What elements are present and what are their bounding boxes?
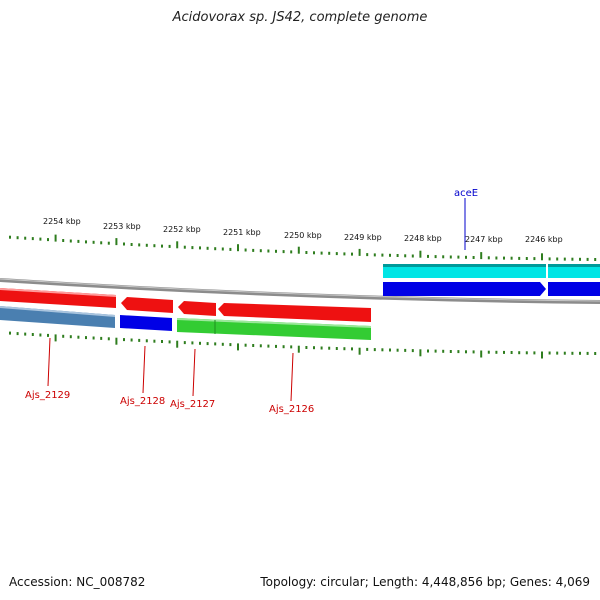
topology-label: Topology: xyxy=(260,575,317,589)
gene-Ajs_2126-feature[interactable] xyxy=(218,303,371,322)
length-label: Length: xyxy=(372,575,419,589)
genome-backbone-highlight xyxy=(0,278,600,302)
gene-Ajs_2129-leader xyxy=(47,337,51,387)
topology-value: circular xyxy=(320,575,365,589)
kbp-label: 2251 kbp xyxy=(223,228,261,237)
genome-stats: Topology: circular; Length: 4,448,856 bp… xyxy=(260,575,590,589)
accession-value: NC_008782 xyxy=(76,575,146,589)
scale-ticks-bottom xyxy=(9,331,597,359)
genes-label: Genes: xyxy=(509,575,552,589)
cds-feature-blue[interactable] xyxy=(548,282,600,296)
gene-Ajs_2126-leader xyxy=(290,352,294,402)
genes-value: 4,069 xyxy=(555,575,590,589)
kbp-label: 2246 kbp xyxy=(525,235,563,244)
gene-label-aceE[interactable]: aceE xyxy=(454,188,478,199)
scale-labels: 2254 kbp 2253 kbp 2252 kbp 2251 kbp 2250… xyxy=(43,217,563,244)
gene-label-Ajs_2128[interactable]: Ajs_2128 xyxy=(120,396,165,407)
gene-Ajs_2127-feature[interactable] xyxy=(178,301,216,316)
kbp-label: 2254 kbp xyxy=(43,217,81,226)
map-title: Acidovorax sp. JS42, complete genome xyxy=(172,10,428,25)
accession-info: Accession: NC_008782 xyxy=(9,575,145,589)
cds-Ajs_2129-edge xyxy=(0,306,115,317)
gene-Ajs_2127-leader xyxy=(192,348,196,397)
kbp-label: 2253 kbp xyxy=(103,222,141,231)
length-value: 4,448,856 bp xyxy=(421,575,502,589)
cds-green-edge xyxy=(177,318,371,328)
kbp-label: 2249 kbp xyxy=(344,233,382,242)
gene-Ajs_2128-feature[interactable] xyxy=(121,297,173,313)
cds-Ajs_2129-feature[interactable] xyxy=(0,306,115,328)
scale-ticks-top xyxy=(9,234,597,261)
accession-label: Accession: xyxy=(9,575,73,589)
genome-backbone xyxy=(0,278,600,304)
gene-aceE-feature-edge xyxy=(383,264,546,267)
gene-label-Ajs_2127[interactable]: Ajs_2127 xyxy=(170,399,215,410)
gene-Ajs_2129-edge xyxy=(0,288,116,297)
gene-Ajs_2129-feature[interactable] xyxy=(0,288,116,308)
cds-Ajs_2128-feature[interactable] xyxy=(120,315,172,331)
kbp-label: 2252 kbp xyxy=(163,225,201,234)
kbp-label: 2248 kbp xyxy=(404,234,442,243)
gene-Ajs_2128-leader xyxy=(142,345,146,394)
cds-aceE-feature[interactable] xyxy=(383,282,546,296)
gene-feature-cyan[interactable] xyxy=(548,264,600,278)
gene-aceE-feature[interactable] xyxy=(383,264,546,278)
gene-label-Ajs_2126[interactable]: Ajs_2126 xyxy=(269,404,314,415)
kbp-label: 2247 kbp xyxy=(465,235,503,244)
gene-label-Ajs_2129[interactable]: Ajs_2129 xyxy=(25,390,70,401)
kbp-label: 2250 kbp xyxy=(284,231,322,240)
gene-feature-cyan-edge xyxy=(548,264,600,267)
cds-Ajs_2127-2126-feature[interactable] xyxy=(177,318,371,340)
